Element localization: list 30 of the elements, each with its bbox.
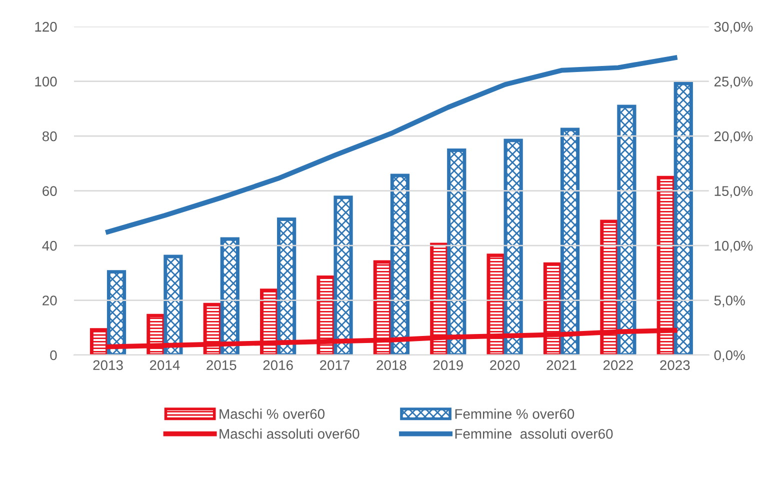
x-tick-label: 2014 (150, 360, 180, 370)
y2-tick-label: 15,0% (714, 186, 753, 198)
y2-tick-label: 25,0% (714, 76, 753, 88)
x-tick-label: 2018 (376, 360, 406, 370)
x-tick-label: 2019 (433, 360, 463, 370)
x-tick-label: 2021 (546, 360, 576, 370)
line-series (106, 55, 678, 234)
y-tick-label: 0 (50, 350, 57, 360)
y2-tick-label: 20,0% (714, 131, 753, 143)
y-tick-label: 40 (42, 240, 57, 251)
y-tick-label: 80 (42, 131, 57, 142)
legend-label: Maschi % over60 (220, 408, 325, 419)
y2-tick-label: 30,0% (714, 22, 753, 34)
x-tick-label: 2023 (660, 360, 690, 370)
y2-tick-label: 0,0% (714, 350, 745, 362)
x-tick-label: 2013 (93, 360, 123, 370)
y-tick-label: 60 (42, 186, 57, 196)
y2-tick-label: 5,0% (714, 296, 745, 308)
legend-label: Maschi assoluti over60 (220, 428, 360, 439)
y-tick-label: 120 (35, 22, 57, 32)
x-tick-label: 2017 (320, 360, 350, 370)
x-tick-label: 2022 (603, 360, 633, 370)
y-tick-label: 100 (35, 76, 57, 86)
x-tick-label: 2015 (206, 360, 236, 370)
y-tick-label: 20 (42, 296, 57, 306)
legend-label: Femmine assoluti over60 (455, 428, 613, 439)
x-tick-label: 2016 (263, 360, 293, 370)
y2-tick-label: 10,0% (714, 240, 753, 252)
legend-label: Femmine % over60 (455, 408, 574, 419)
x-tick-label: 2020 (490, 360, 520, 370)
